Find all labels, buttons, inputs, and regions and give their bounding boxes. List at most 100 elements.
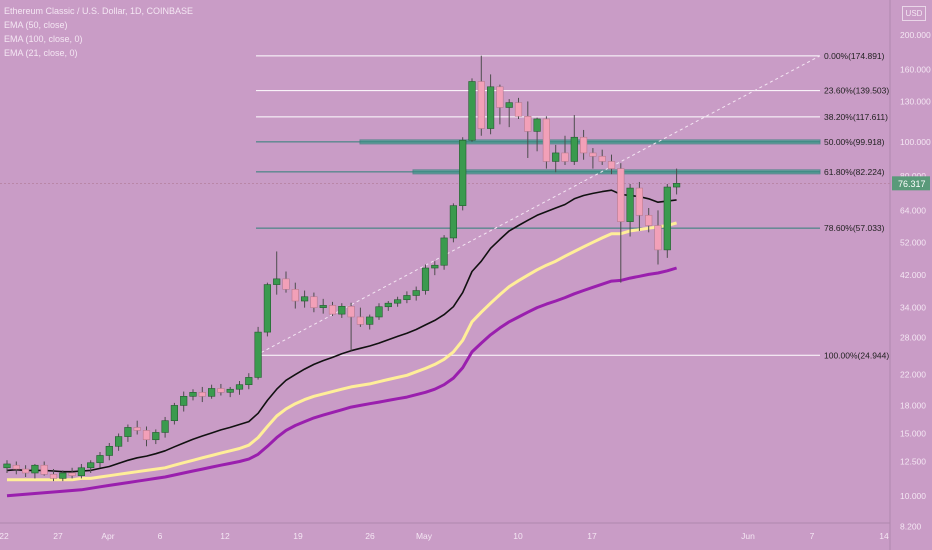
candle [133, 420, 141, 435]
candle-body [561, 152, 569, 162]
candle-body [542, 118, 550, 162]
candle-body [533, 118, 541, 132]
candle [21, 465, 30, 478]
candle [310, 292, 318, 313]
fib-retracement: 0.00%(174.891) 23.60%(139.503) 38.20%(117.… [0, 51, 890, 360]
time-tick-label: 19 [293, 531, 303, 541]
candle-body [449, 205, 458, 239]
candles [3, 55, 681, 482]
candle [542, 116, 550, 169]
candle-body [142, 430, 151, 441]
candle [49, 469, 58, 482]
time-tick-label: 27 [53, 531, 63, 541]
price-tick-label: 160.000 [900, 65, 931, 75]
candle-body [40, 464, 48, 475]
candle [459, 137, 467, 211]
candle [449, 203, 458, 243]
price-tick-label: 18.000 [900, 400, 926, 410]
candle-body [356, 316, 365, 325]
candle [170, 402, 179, 425]
candle-body [486, 86, 495, 129]
candle [393, 296, 402, 307]
candle-body [403, 295, 411, 301]
time-tick-label: 14 [879, 531, 889, 541]
price-tick-label: 22.000 [900, 370, 926, 380]
price-tick-label: 34.000 [900, 303, 926, 313]
price-axis: 200.000 160.000 130.000 100.000 80.000 64.000… [889, 0, 931, 550]
candle-body [87, 462, 95, 469]
candle-body [235, 384, 244, 390]
fib-zones [359, 139, 821, 175]
candle [3, 460, 11, 473]
candle-body [412, 290, 420, 296]
candle-body [635, 187, 643, 216]
candle [496, 84, 504, 125]
time-tick-label: May [416, 531, 433, 541]
candle-body [226, 388, 234, 393]
candle-body [393, 299, 402, 304]
price-tick-label: 28.000 [900, 332, 926, 342]
candle-body [347, 305, 355, 318]
current-price-tag [892, 176, 930, 191]
candle-body [115, 436, 123, 447]
candle-body [524, 116, 532, 132]
candle [607, 154, 616, 175]
candle [356, 307, 365, 327]
indicator-ema50[interactable]: EMA (50, close) [4, 20, 68, 30]
candle-body [431, 264, 439, 269]
price-tick-label: 52.000 [900, 237, 926, 247]
chart-title[interactable]: Ethereum Classic / U.S. Dollar, 1D, COIN… [4, 6, 194, 16]
candle [645, 208, 653, 233]
time-axis: 22 27 Apr 6 12 19 26 May 10 17 Jun 7 14 [0, 522, 890, 541]
candle [291, 282, 299, 309]
candle [375, 303, 383, 320]
candle-body [31, 464, 39, 474]
candle [87, 460, 95, 473]
candle [328, 301, 337, 317]
time-tick-label: 12 [220, 531, 230, 541]
price-tick-label: 42.000 [900, 270, 926, 280]
candle [626, 183, 634, 237]
candle [105, 442, 113, 461]
candle-body [291, 289, 299, 302]
price-tick-label: 64.000 [900, 205, 926, 215]
fib-trend-line [255, 55, 821, 356]
candle [217, 383, 225, 396]
candle [115, 433, 123, 451]
candle [31, 463, 39, 479]
candle-body [208, 388, 216, 397]
candle [384, 301, 392, 311]
candle [552, 144, 560, 173]
candle-body [366, 316, 374, 325]
price-tick-label: 12.500 [900, 456, 926, 466]
candle [235, 380, 244, 395]
candle [319, 298, 327, 314]
candle-body [59, 472, 67, 479]
candle [208, 384, 216, 399]
candle [431, 261, 439, 276]
price-tick-label: 80.000 [900, 171, 926, 181]
candle [347, 302, 355, 351]
indicator-ema21[interactable]: EMA (21, close, 0) [4, 48, 78, 58]
time-tick-label: 26 [365, 531, 375, 541]
candle-body [21, 468, 30, 474]
candle-body [579, 136, 588, 154]
candle-body [152, 432, 160, 441]
candle [403, 291, 411, 304]
candle-body [672, 183, 681, 188]
candle [486, 74, 495, 135]
indicator-ema100[interactable]: EMA (100, close, 0) [4, 34, 83, 44]
price-tick-label: 8.200 [900, 521, 922, 531]
candle-body [384, 302, 392, 308]
candle [654, 210, 662, 265]
fib-level-label: 78.60%(57.033) [824, 223, 885, 233]
candle [180, 391, 188, 412]
time-tick-label: Jun [741, 531, 755, 541]
fib-level-label: 23.60%(139.503) [824, 86, 889, 96]
chart-legend: Ethereum Classic / U.S. Dollar, 1D, COIN… [4, 4, 193, 60]
currency-badge[interactable]: USD [902, 6, 926, 21]
candle-body [505, 102, 513, 108]
candle-body [105, 445, 113, 456]
ema50-line [7, 221, 678, 482]
